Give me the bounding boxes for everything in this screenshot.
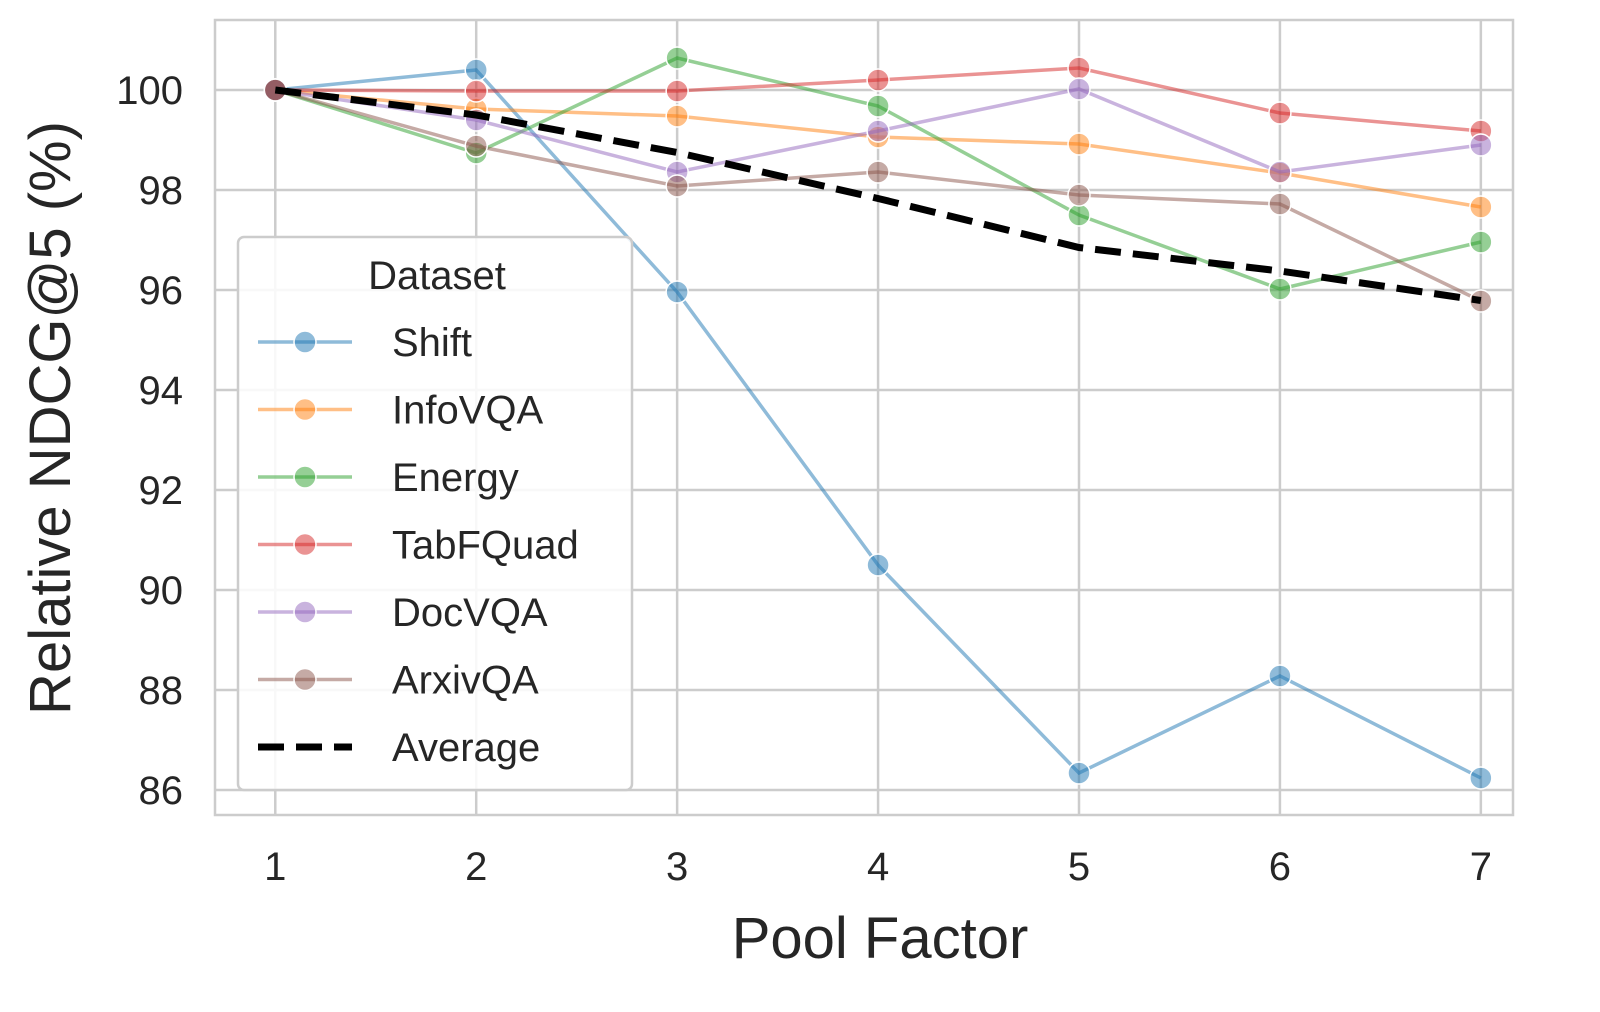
x-tick-label: 7	[1470, 845, 1492, 889]
x-tick-labels: 1 2 3 4 5 6 7	[264, 845, 1492, 889]
x-tick-label: 2	[465, 845, 487, 889]
y-tick-label: 90	[139, 569, 184, 613]
data-point-docvqa	[1268, 160, 1292, 184]
legend-label: Energy	[392, 456, 519, 500]
data-point-energy	[665, 46, 689, 70]
data-point-energy	[1268, 277, 1292, 301]
data-point-arxivqa	[1268, 192, 1292, 216]
legend-item-tabfquad: TabFQuad	[258, 524, 579, 568]
data-point-shift	[1469, 766, 1493, 790]
series-average	[274, 86, 1482, 304]
legend-item-docvqa: DocVQA	[258, 591, 548, 635]
legend-label: TabFQuad	[392, 524, 579, 568]
data-point-shift	[1067, 761, 1091, 785]
legend-box	[236, 235, 634, 792]
x-tick-label: 3	[666, 845, 688, 889]
data-point-tabfquad	[866, 68, 890, 92]
data-point-shift	[464, 58, 488, 82]
y-axis-label: Relative NDCG@5 (%)	[18, 121, 83, 715]
data-point-arxivqa	[1067, 183, 1091, 207]
x-axis-label: Pool Factor	[732, 906, 1029, 971]
y-tick-label: 88	[139, 669, 184, 713]
legend-marker	[293, 600, 317, 624]
data-point-shift	[866, 553, 890, 577]
y-tick-label: 94	[139, 369, 184, 413]
legend-marker	[293, 465, 317, 489]
x-tick-label: 5	[1068, 845, 1090, 889]
legend-item-average: Average	[258, 726, 540, 770]
legend-item-shift: Shift	[258, 321, 472, 365]
legend-marker	[293, 397, 317, 422]
legend-marker	[293, 532, 317, 557]
legend-title: Dataset	[368, 254, 506, 298]
x-tick-label: 6	[1269, 845, 1291, 889]
series-line-average	[274, 86, 1482, 304]
legend-label: DocVQA	[392, 591, 548, 635]
data-point-docvqa	[1469, 133, 1493, 157]
data-point-shift	[1268, 664, 1292, 688]
y-tick-label: 92	[139, 469, 184, 513]
data-point-shift	[665, 280, 689, 304]
legend-label: Average	[392, 726, 540, 770]
data-point-tabfquad	[665, 79, 689, 103]
y-tick-label: 98	[139, 169, 184, 213]
data-point-arxivqa	[866, 160, 890, 184]
data-point-infovqa	[1067, 132, 1091, 156]
data-point-docvqa	[866, 119, 890, 143]
legend-label: InfoVQA	[392, 389, 544, 433]
data-point-infovqa	[1469, 195, 1493, 219]
data-point-docvqa	[1067, 77, 1091, 101]
data-point-arxivqa	[464, 134, 488, 158]
legend-label: Shift	[392, 321, 472, 365]
x-tick-label: 4	[867, 845, 889, 889]
data-point-arxivqa	[665, 174, 689, 198]
data-point-infovqa	[665, 104, 689, 128]
data-point-arxivqa	[1469, 289, 1493, 313]
series-arxivqa	[263, 78, 1493, 313]
data-point-energy	[1469, 230, 1493, 254]
legend-item-energy: Energy	[258, 456, 519, 500]
legend-marker	[293, 667, 317, 692]
legend-marker	[293, 330, 317, 354]
y-tick-label: 86	[139, 769, 184, 813]
x-tick-label: 1	[264, 845, 286, 889]
legend-item-arxivqa: ArxivQA	[258, 659, 539, 703]
legend: Dataset Shift InfoVQA Energy TabFQuad DocVQA…	[236, 235, 634, 792]
y-tick-label: 96	[139, 269, 184, 313]
data-point-tabfquad	[1268, 101, 1292, 125]
legend-item-infovqa: InfoVQA	[258, 389, 544, 433]
data-point-energy	[866, 94, 890, 118]
series-group	[263, 46, 1493, 790]
data-point-tabfquad	[1067, 56, 1091, 80]
y-tick-label: 100	[116, 69, 183, 113]
legend-label: ArxivQA	[392, 659, 539, 703]
data-point-tabfquad	[464, 79, 488, 103]
data-point-energy	[1067, 203, 1091, 227]
y-tick-labels: 86 88 90 92 94 96 98 100	[116, 69, 183, 813]
